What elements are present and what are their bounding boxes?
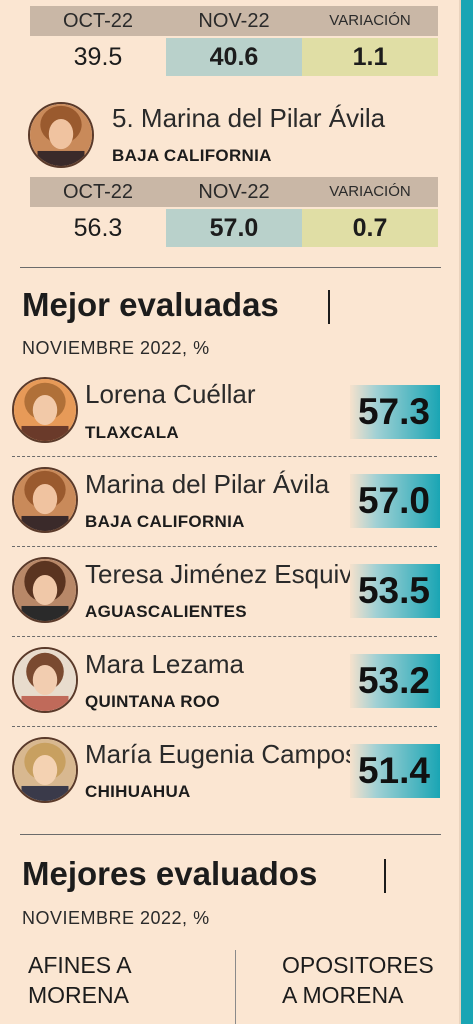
value-oct: 56.3 — [73, 214, 123, 242]
avatar-marina-del-pilar-avila — [12, 467, 78, 533]
avatar-lorena-cuellar — [12, 377, 78, 443]
column-divider — [235, 950, 236, 1024]
ranking-score-label: 53.5 — [357, 570, 430, 611]
row-divider — [12, 456, 437, 457]
section-subtitle: NOVIEMBRE 2022, % — [22, 908, 210, 928]
section-divider — [20, 834, 441, 835]
right-accent-bar — [461, 0, 473, 1024]
column-label-line: MORENA — [28, 982, 129, 1008]
avatar-teresa-jimenez — [12, 557, 78, 623]
value-nov: 57.0 — [166, 209, 302, 247]
column-label-line: A MORENA — [282, 982, 404, 1008]
ranking-name: María Eugenia Campos — [85, 739, 359, 769]
right-edge-shade — [459, 0, 461, 1024]
ranking-name: Teresa Jiménez Esquivel — [85, 559, 373, 589]
ranking-score-label: 53.2 — [357, 660, 430, 701]
ranking-state: CHIHUAHUA — [85, 782, 191, 801]
ranking-name: Marina del Pilar Ávila — [85, 469, 330, 499]
value-nov: 40.6 — [166, 38, 302, 76]
comparison-values-2: 56.3 57.0 0.7 — [30, 209, 438, 247]
person-name: 5. Marina del Pilar Ávila — [112, 103, 386, 133]
ranking-name: Lorena Cuéllar — [85, 379, 256, 409]
comparison-header-2: OCT-22 NOV-22 VARIACIÓN — [30, 177, 438, 207]
title-separator-bar — [328, 290, 330, 324]
column-label-opositores: OPOSITORES A MORENA — [282, 950, 434, 1010]
comparison-table-1: OCT-22 NOV-22 VARIACIÓN 39.5 40.6 1.1 — [30, 6, 438, 76]
comparison-values-1: 39.5 40.6 1.1 — [30, 38, 438, 76]
comparison-header-1: OCT-22 NOV-22 VARIACIÓN — [30, 6, 438, 36]
avatar-marina-del-pilar — [28, 102, 94, 168]
ranking-score-label: 51.4 — [357, 750, 430, 791]
header-oct: OCT-22 — [62, 181, 134, 203]
avatar-maria-eugenia-campos — [12, 737, 78, 803]
ranking-score-bar: 57.0 — [350, 474, 440, 528]
section-divider — [20, 267, 441, 268]
column-label-afines: AFINES A MORENA — [28, 950, 132, 1010]
comparison-table-2: OCT-22 NOV-22 VARIACIÓN 56.3 57.0 0.7 — [30, 177, 438, 247]
person-state: BAJA CALIFORNIA — [112, 146, 272, 165]
value-variacion: 0.7 — [302, 209, 438, 247]
row-divider — [12, 546, 437, 547]
ranking-state: QUINTANA ROO — [85, 692, 220, 711]
ranking-score-bar: 53.2 — [350, 654, 440, 708]
value-variacion: 1.1 — [302, 38, 438, 76]
row-divider — [12, 636, 437, 637]
title-separator-bar — [384, 859, 386, 893]
section-title-mejores-evaluados: Mejores evaluados — [22, 855, 318, 892]
value-oct: 39.5 — [73, 43, 123, 71]
header-variacion: VARIACIÓN — [329, 183, 411, 200]
ranking-score-bar: 53.5 — [350, 564, 440, 618]
column-label-line: OPOSITORES — [282, 952, 434, 978]
header-oct: OCT-22 — [62, 10, 134, 32]
ranking-score-label: 57.0 — [357, 480, 430, 521]
section-subtitle: NOVIEMBRE 2022, % — [22, 338, 210, 358]
ranking-score-label: 57.3 — [357, 391, 430, 432]
ranking-state: AGUASCALIENTES — [85, 602, 247, 621]
ranking-state: BAJA CALIFORNIA — [85, 512, 245, 531]
ranking-score-bar: 57.3 — [350, 385, 440, 439]
ranking-score-bar: 51.4 — [350, 744, 440, 798]
header-nov: NOV-22 — [198, 10, 270, 32]
column-label-line: AFINES A — [28, 952, 132, 978]
avatar-mara-lezama — [12, 647, 78, 713]
section-title-mejor-evaluadas: Mejor evaluadas — [22, 286, 279, 323]
header-nov: NOV-22 — [198, 181, 270, 203]
header-variacion: VARIACIÓN — [329, 12, 411, 29]
ranking-name: Mara Lezama — [85, 649, 244, 679]
row-divider — [12, 726, 437, 727]
ranking-state: TLAXCALA — [85, 423, 179, 442]
